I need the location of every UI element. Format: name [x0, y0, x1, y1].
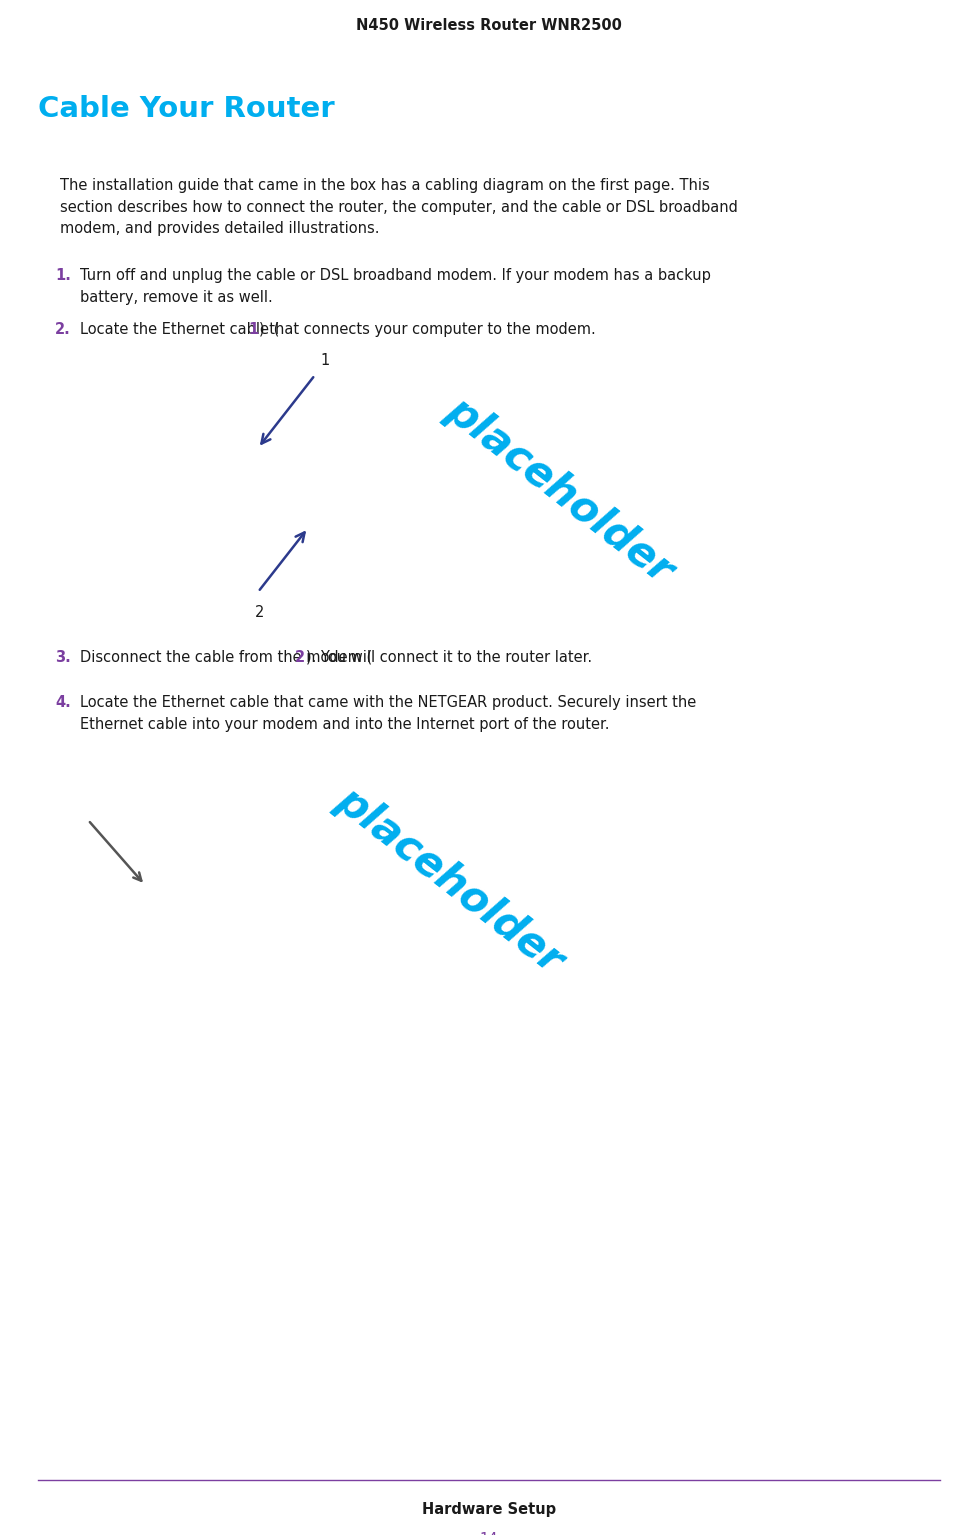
Text: ). You will connect it to the router later.: ). You will connect it to the router lat…: [306, 649, 591, 665]
Text: Hardware Setup: Hardware Setup: [421, 1503, 556, 1517]
Text: 1: 1: [248, 322, 258, 338]
Text: 1: 1: [319, 353, 329, 368]
Text: Cable Your Router: Cable Your Router: [38, 95, 334, 123]
Text: 3.: 3.: [55, 649, 70, 665]
Text: 2: 2: [255, 605, 264, 620]
Text: N450 Wireless Router WNR2500: N450 Wireless Router WNR2500: [356, 18, 621, 32]
Text: 2.: 2.: [55, 322, 70, 338]
Text: placeholder: placeholder: [438, 388, 681, 591]
Text: placeholder: placeholder: [328, 778, 572, 981]
Text: 2: 2: [295, 649, 305, 665]
Text: Turn off and unplug the cable or DSL broadband modem. If your modem has a backup: Turn off and unplug the cable or DSL bro…: [80, 269, 710, 304]
Text: Disconnect the cable from the modem (: Disconnect the cable from the modem (: [80, 649, 376, 665]
Text: 14: 14: [480, 1532, 497, 1535]
Text: 1.: 1.: [55, 269, 70, 282]
Text: Locate the Ethernet cable (: Locate the Ethernet cable (: [80, 322, 283, 338]
Text: ) that connects your computer to the modem.: ) that connects your computer to the mod…: [259, 322, 595, 338]
Text: The installation guide that came in the box has a cabling diagram on the first p: The installation guide that came in the …: [60, 178, 737, 236]
Text: Locate the Ethernet cable that came with the NETGEAR product. Securely insert th: Locate the Ethernet cable that came with…: [80, 695, 696, 732]
Text: 4.: 4.: [55, 695, 70, 711]
